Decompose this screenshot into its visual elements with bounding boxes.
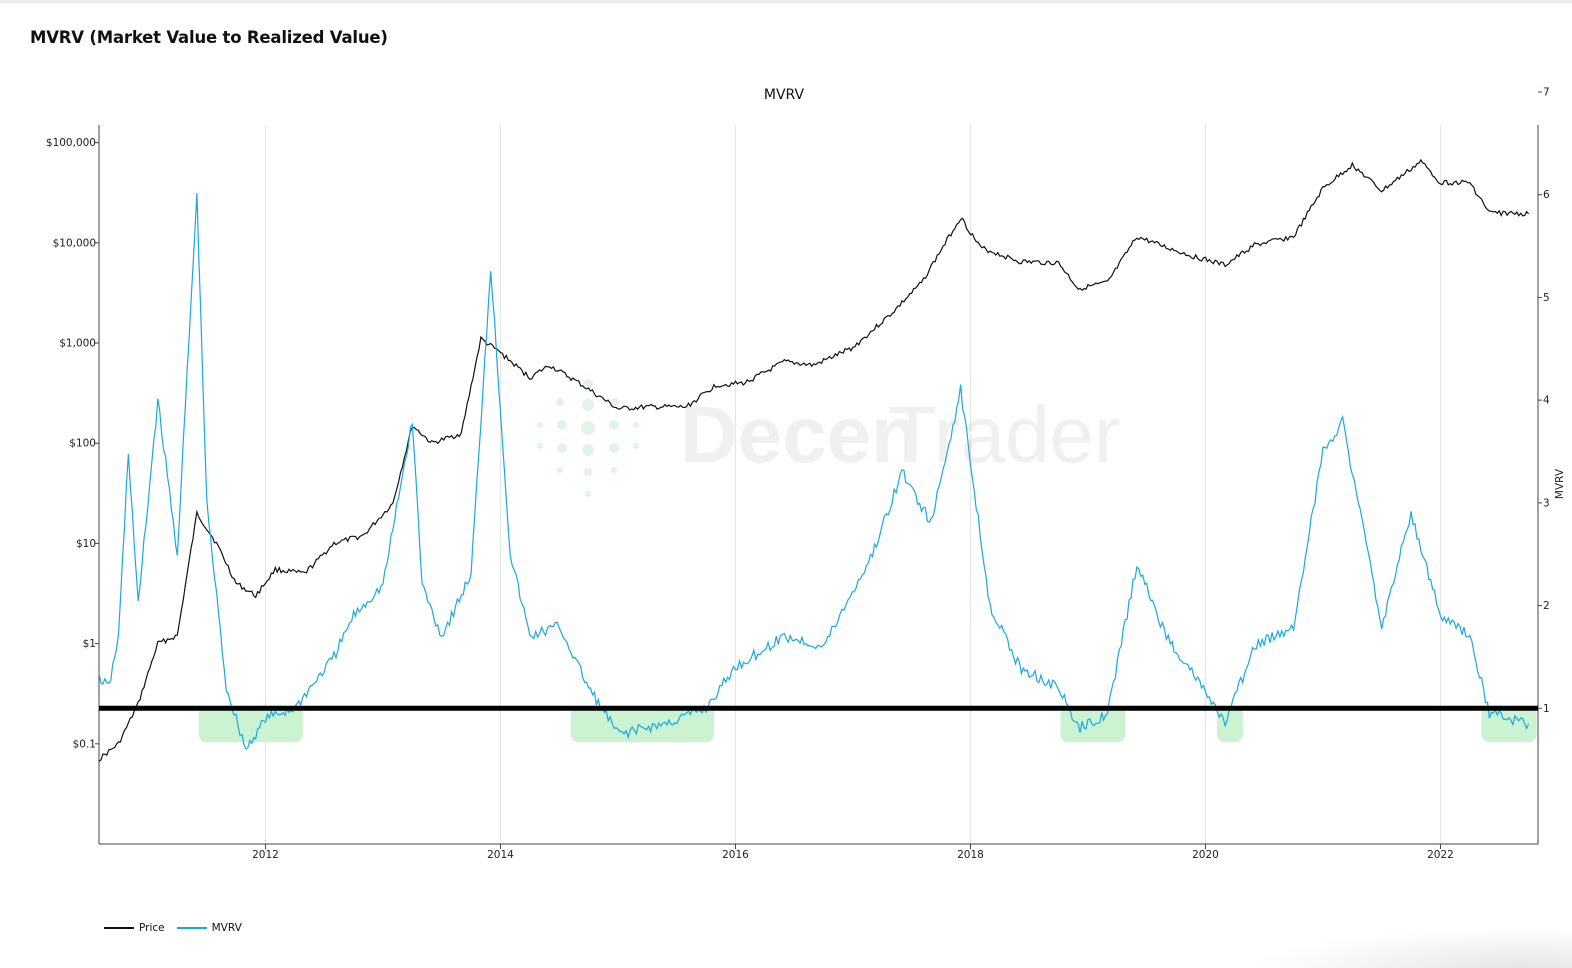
y-right-tick-label-2: 3 [1543,497,1550,509]
y-left-tick-label-5: $10,000 [53,237,96,249]
highlight-zone-3 [1217,706,1243,743]
x-tick-label-2020: 2020 [1192,849,1219,861]
series-line-price [98,158,1530,762]
x-tick-label-2014: 2014 [487,849,514,861]
highlight-zones [198,706,1537,743]
legend-label-mvrv: MVRV [211,922,242,934]
y-left-tick-label-4: $1,000 [59,338,96,350]
series-line-mvrv [98,193,1530,750]
y-left-tick-label-1: $1 [83,638,96,650]
page-title: MVRV (Market Value to Realized Value) [30,28,388,47]
x-ticks: 2012 2014 2016 2018 2020 2022 [252,844,1454,861]
highlight-zone-4 [1481,706,1537,743]
y-right-tick-label-4: 5 [1543,292,1550,304]
highlight-zone-0 [198,706,303,743]
watermark-text-light: Trader [888,390,1121,479]
series-lines [98,158,1530,762]
x-tick-label-2018: 2018 [957,849,984,861]
legend-swatch-mvrv [176,927,207,929]
y-right-tick-label-6: 7 [1543,87,1550,99]
watermark-logo-dots [537,379,639,497]
y-right-axis-label: MVRV [1554,468,1566,499]
y-left-tick-label-2: $10 [76,538,96,550]
legend-label-price: Price [139,922,165,934]
x-tick-label-2012: 2012 [252,849,279,861]
watermark: Decen Trader [537,379,1121,497]
x-tick-label-2022: 2022 [1427,849,1454,861]
x-tick-label-2016: 2016 [722,849,749,861]
legend-item-price[interactable]: Price [104,922,165,934]
x-gridlines [264,125,1441,844]
axes [98,125,1539,845]
legend-swatch-price [104,927,134,929]
y-right-tick-label-3: 4 [1543,395,1550,407]
corner-shadow [1250,928,1572,968]
y-right-ticks: 1 2 3 4 5 6 7 [1538,87,1550,715]
watermark-text-bold: Decen [680,390,920,479]
y-right-tick-label-5: 6 [1543,189,1550,201]
highlight-zone-1 [570,706,715,743]
chart-title: MVRV [764,87,805,103]
legend: Price MVRV [104,922,254,934]
y-left-tick-label-3: $100 [69,438,96,450]
legend-item-mvrv[interactable]: MVRV [176,922,242,934]
y-left-ticks: $0.1 $1 $10 $100 $1,000 $10,000 $100,000 [46,137,99,750]
y-right-tick-label-1: 2 [1543,600,1550,612]
y-left-tick-label-0: $0.1 [73,738,96,750]
y-left-tick-label-6: $100,000 [46,137,96,149]
top-border [0,0,1572,3]
y-right-tick-label-0: 1 [1543,703,1550,715]
